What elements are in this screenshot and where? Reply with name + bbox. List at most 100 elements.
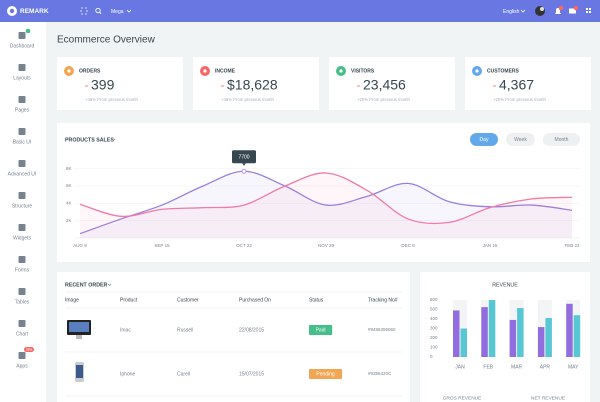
sidebar	[0, 22, 46, 402]
x-tick-label: JAN 15	[483, 243, 498, 248]
cell: 22/08/2015	[239, 327, 264, 333]
legend-label: NET REVENUE	[531, 395, 565, 401]
sidebar-item[interactable]: Widgets	[13, 235, 32, 241]
topbar	[0, 0, 600, 22]
range-button-label: Day	[480, 137, 489, 143]
cell: Iphone	[120, 371, 136, 377]
range-button[interactable]	[506, 133, 535, 146]
status-badge	[309, 325, 333, 335]
column-header: Image	[65, 297, 79, 303]
sidebar-item[interactable]: Apps	[16, 363, 28, 369]
caret	[111, 138, 116, 141]
notification-badge	[558, 5, 564, 11]
sidebar-icon	[18, 224, 26, 231]
x-tick-label: FEB	[483, 364, 493, 370]
fullscreen-icon[interactable]	[80, 7, 88, 15]
products-sales-card	[57, 123, 590, 262]
range-button[interactable]	[470, 133, 498, 146]
stat-value: 23,456	[363, 77, 406, 93]
language: English	[503, 9, 520, 15]
point-marker	[241, 168, 247, 174]
sidebar-item[interactable]: Layouts	[13, 75, 31, 81]
y-tick-label: 100	[430, 345, 438, 350]
status-text: Paid	[316, 328, 326, 334]
range-button-label: Week	[514, 137, 527, 143]
caret	[126, 9, 132, 13]
sidebar-item[interactable]: Forms	[15, 267, 30, 273]
stat-icon-glyph	[67, 69, 71, 73]
more-icon[interactable]	[586, 8, 591, 13]
iphone-screen	[76, 365, 83, 378]
sidebar-item[interactable]: Basic UI	[13, 139, 32, 145]
column-header: Product	[120, 297, 138, 303]
y-tick-label: 8K	[66, 166, 72, 171]
sidebar-icon	[18, 96, 26, 103]
sidebar-item[interactable]: Advanced UI	[8, 171, 37, 177]
cell: Russell	[177, 327, 193, 333]
bar	[488, 300, 496, 357]
table-title: RECENT ORDER	[65, 282, 108, 288]
stat-value: 399	[91, 77, 115, 93]
bar	[537, 327, 545, 357]
sidebar-item[interactable]: Pages	[15, 107, 30, 113]
range-button-label: Month	[555, 137, 569, 143]
sidebar-item[interactable]: Chart	[16, 331, 29, 337]
apps-badge	[24, 347, 34, 352]
stat-card	[57, 57, 183, 110]
x-tick-label: DEC 8	[401, 243, 415, 248]
y-tick-label: 600	[430, 297, 438, 302]
sidebar-icon	[18, 64, 26, 71]
status-text: Pending	[316, 372, 335, 378]
x-tick-label: SEP 15	[154, 243, 170, 248]
sidebar-icon	[18, 256, 26, 263]
stat-label: CUSTOMERS	[487, 68, 520, 74]
y-tick-label: 4K	[66, 201, 72, 206]
bar	[509, 319, 517, 357]
y-tick-label: 200	[430, 335, 438, 340]
caret	[520, 9, 526, 13]
column-header: Tracking No#	[368, 297, 398, 303]
sidebar-item[interactable]: Dashboard	[10, 43, 35, 49]
y-tick-label: 2K	[66, 218, 72, 223]
column-header: Purchased On	[239, 297, 271, 303]
sidebar-item[interactable]: Structure	[12, 203, 33, 209]
bar	[566, 303, 573, 357]
search-icon-handle	[99, 11, 102, 15]
sidebar-icon	[18, 160, 26, 167]
y-tick-label: 300	[430, 326, 438, 331]
bar	[460, 328, 467, 357]
status-badge	[309, 369, 343, 379]
chart-title: PRODUCTS SALES	[65, 137, 114, 143]
apps-badge-text: new	[26, 348, 33, 352]
bar	[573, 315, 581, 357]
avatar[interactable]	[535, 6, 545, 16]
mega-menu[interactable]: Mega	[111, 9, 124, 15]
x-tick-label: APR	[540, 364, 551, 370]
column-header: Status	[309, 297, 324, 303]
stat-note: +25% From previous month	[493, 97, 547, 102]
chart-title: REVENUE	[492, 282, 518, 288]
search-icon[interactable]	[95, 7, 101, 14]
cell: #9486355060	[368, 327, 396, 332]
mail-icon[interactable]	[569, 8, 576, 14]
tooltip-arrow	[242, 163, 246, 166]
y-tick-label: 500	[430, 307, 438, 312]
cell: #9356420C	[368, 371, 392, 376]
y-tick-label: 0	[430, 354, 433, 359]
y-tick-label: 400	[430, 316, 438, 321]
sidebar-item[interactable]: Tables	[15, 299, 30, 305]
range-button[interactable]	[543, 133, 580, 146]
stat-card	[465, 57, 591, 110]
x-tick-label: FEB 22	[564, 243, 580, 248]
stat-note: +45% From previous month	[221, 97, 275, 102]
series-area	[80, 171, 572, 238]
stat-icon-glyph	[339, 69, 343, 73]
stat-label: VISITORS	[351, 68, 375, 74]
sidebar-icon	[18, 352, 26, 359]
tooltip	[232, 150, 256, 164]
bar	[545, 318, 552, 357]
series-line	[79, 172, 573, 225]
x-tick-label: OCT 22	[236, 243, 252, 248]
bar	[453, 310, 460, 357]
